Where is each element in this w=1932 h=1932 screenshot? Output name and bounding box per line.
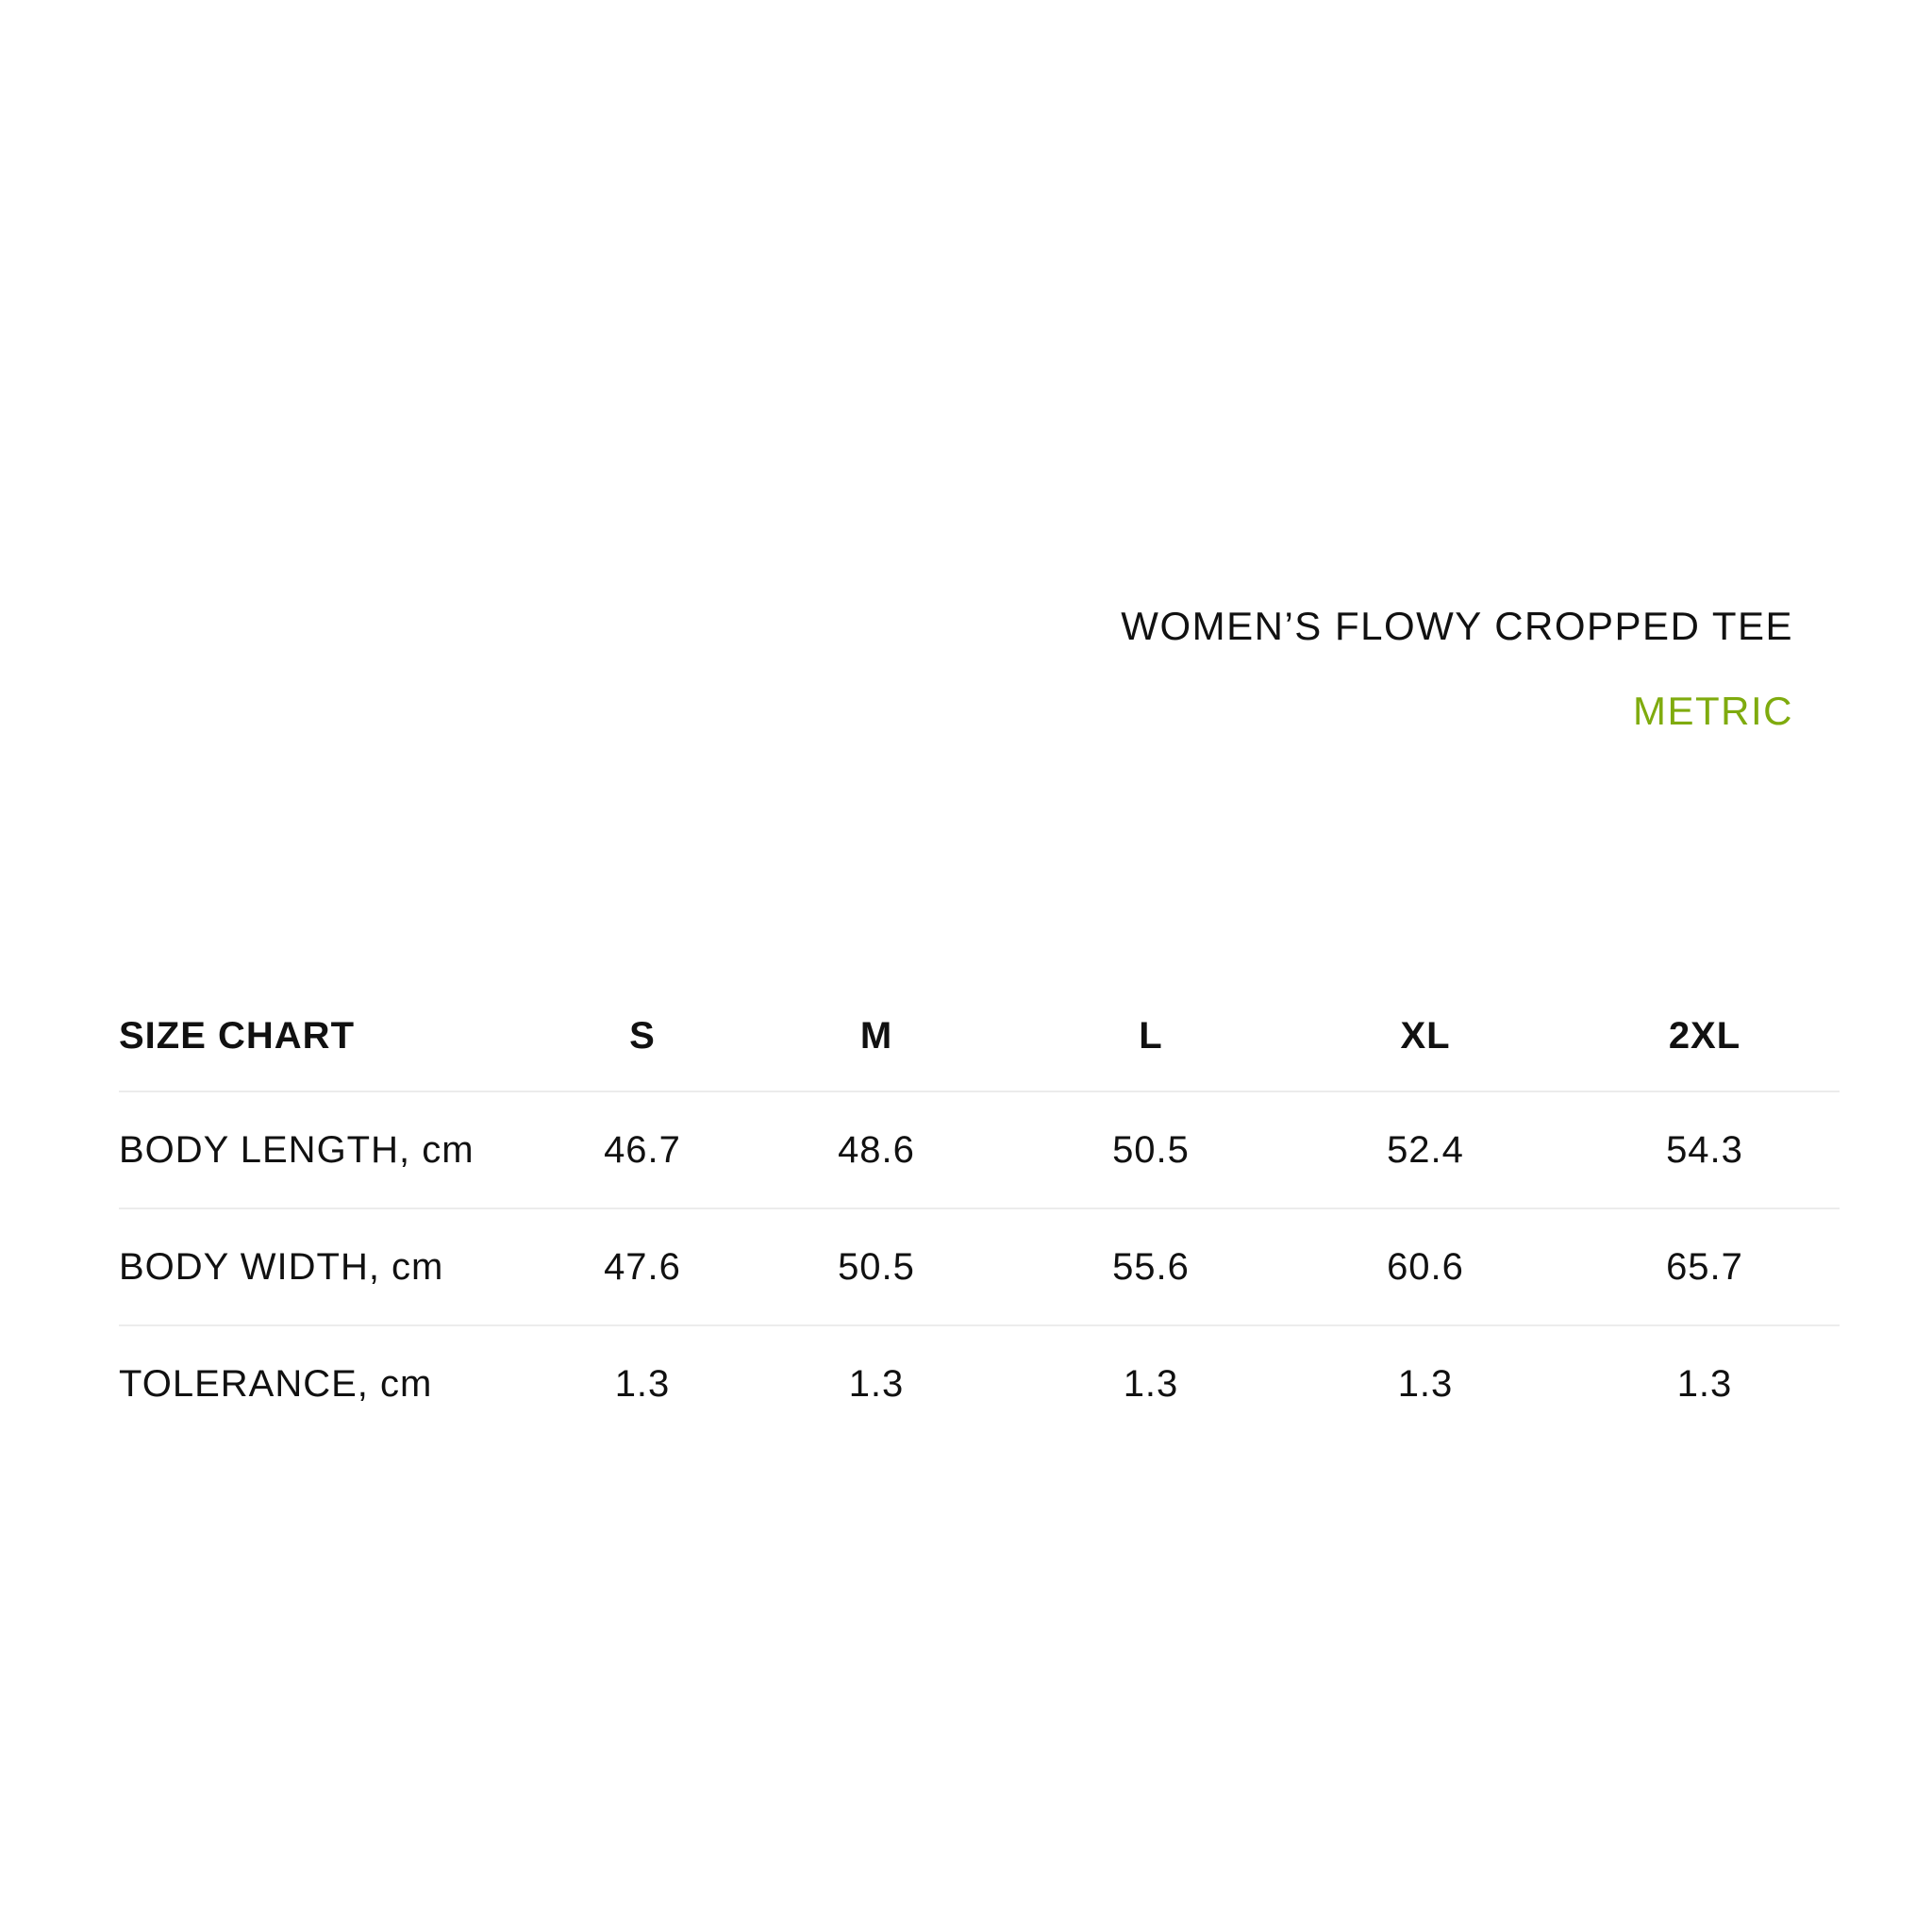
cell: 65.7: [1570, 1208, 1840, 1325]
cell: 1.3: [553, 1324, 732, 1441]
size-chart-heading: SIZE CHART: [119, 1014, 355, 1057]
table-row: TOLERANCE, cm 1.3 1.3 1.3 1.3 1.3: [119, 1324, 1840, 1441]
cell: 50.5: [1021, 1091, 1281, 1208]
cell: 54.3: [1570, 1091, 1840, 1208]
size-header: M: [859, 1014, 893, 1057]
size-header: L: [1139, 1014, 1163, 1057]
size-header: 2XL: [1668, 1014, 1741, 1057]
table-row: BODY WIDTH, cm 47.6 50.5 55.6 60.6 65.7: [119, 1208, 1840, 1325]
unit-system-label: METRIC: [1633, 689, 1793, 733]
header-row: SIZE CHART S M L XL 2XL: [119, 981, 1840, 1091]
cell: 50.5: [732, 1208, 1021, 1325]
row-label: BODY LENGTH, cm: [119, 1091, 553, 1208]
cell: 55.6: [1021, 1208, 1281, 1325]
row-label: BODY WIDTH, cm: [119, 1208, 553, 1325]
product-title: WOMEN’S FLOWY CROPPED TEE: [1121, 604, 1793, 648]
cell: 1.3: [1570, 1324, 1840, 1441]
cell: 48.6: [732, 1091, 1021, 1208]
cell: 1.3: [732, 1324, 1021, 1441]
size-header: S: [629, 1014, 656, 1057]
size-header: XL: [1400, 1014, 1451, 1057]
row-label: TOLERANCE, cm: [119, 1324, 553, 1441]
cell: 60.6: [1281, 1208, 1570, 1325]
size-chart-table: SIZE CHART S M L XL 2XL BODY LENGTH, cm …: [119, 981, 1840, 1441]
cell: 46.7: [553, 1091, 732, 1208]
cell: 1.3: [1281, 1324, 1570, 1441]
cell: 47.6: [553, 1208, 732, 1325]
table-row: BODY LENGTH, cm 46.7 48.6 50.5 52.4 54.3: [119, 1091, 1840, 1208]
cell: 1.3: [1021, 1324, 1281, 1441]
cell: 52.4: [1281, 1091, 1570, 1208]
